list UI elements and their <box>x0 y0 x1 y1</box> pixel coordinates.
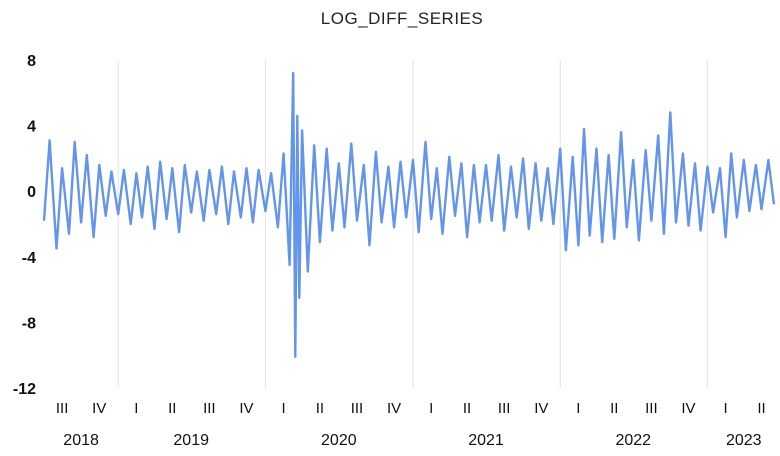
x-year-label: 2023 <box>726 432 762 449</box>
y-tick-label: -12 <box>13 381 36 398</box>
y-tick-label: 0 <box>27 184 36 201</box>
x-quarter-label: II <box>168 400 176 417</box>
gridlines <box>117 60 708 388</box>
x-quarter-label: IV <box>387 400 401 417</box>
x-year-label: 2018 <box>63 432 99 449</box>
x-axis-quarter-ticks: III IV I II III IV I II III IV I II III IV I II III IV I II <box>56 400 766 417</box>
x-quarter-label: III <box>645 400 658 417</box>
x-quarter-label: IV <box>681 400 695 417</box>
x-axis-year-ticks: 2018 2019 2020 2021 2022 2023 <box>63 432 761 449</box>
x-quarter-label: III <box>498 400 511 417</box>
x-quarter-label: I <box>281 400 285 417</box>
y-tick-label: -8 <box>22 315 36 332</box>
x-quarter-label: I <box>134 400 138 417</box>
x-quarter-label: III <box>351 400 364 417</box>
x-quarter-label: I <box>724 400 728 417</box>
x-quarter-label: I <box>429 400 433 417</box>
series-line <box>42 71 776 358</box>
x-quarter-label: II <box>316 400 324 417</box>
y-axis-ticks: 8 4 0 -4 -8 -12 <box>13 53 36 398</box>
x-year-label: 2021 <box>468 432 504 449</box>
y-tick-label: 4 <box>27 119 36 136</box>
series-path-0 <box>42 71 776 358</box>
x-quarter-label: I <box>576 400 580 417</box>
x-year-label: 2022 <box>615 432 651 449</box>
x-year-label: 2019 <box>173 432 209 449</box>
x-quarter-label: II <box>463 400 471 417</box>
x-quarter-label: IV <box>92 400 106 417</box>
x-quarter-label: II <box>610 400 618 417</box>
x-quarter-label: IV <box>239 400 253 417</box>
x-year-label: 2020 <box>321 432 357 449</box>
x-quarter-label: IV <box>534 400 548 417</box>
x-quarter-label: III <box>56 400 69 417</box>
x-quarter-label: II <box>757 400 765 417</box>
y-tick-label: -4 <box>22 250 36 267</box>
chart-title: LOG_DIFF_SERIES <box>321 9 483 28</box>
x-quarter-label: III <box>203 400 216 417</box>
y-tick-label: 8 <box>27 53 36 70</box>
